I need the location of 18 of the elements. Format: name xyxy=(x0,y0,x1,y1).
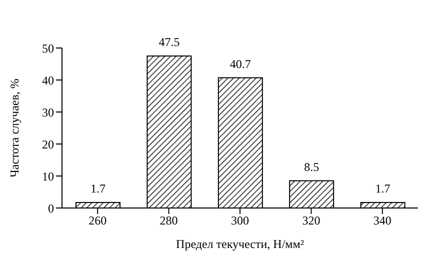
y-tick-label: 0 xyxy=(48,201,54,216)
x-tick-label: 340 xyxy=(373,214,392,228)
y-tick-label: 10 xyxy=(42,169,54,184)
data-label: 8.5 xyxy=(304,160,320,174)
data-label: 1.7 xyxy=(375,182,390,196)
y-tick-label: 30 xyxy=(42,105,54,120)
x-tick-label: 320 xyxy=(302,214,320,228)
data-label: 1.7 xyxy=(90,182,106,196)
y-axis-title: Частота случаев, % xyxy=(7,78,22,178)
x-tick-label: 280 xyxy=(160,214,178,228)
y-tick-label: 50 xyxy=(42,41,54,56)
data-label: 40.7 xyxy=(230,56,251,71)
y-tick-label: 20 xyxy=(42,137,54,152)
y-tick-label: 40 xyxy=(42,73,54,88)
x-tick-label: 300 xyxy=(231,214,249,228)
x-tick-label: 260 xyxy=(88,214,107,228)
data-label: 47.5 xyxy=(158,35,180,49)
x-axis-title: Предел текучести, Н/мм² xyxy=(176,237,304,251)
